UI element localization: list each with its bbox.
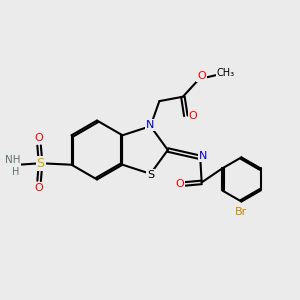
Text: S: S — [147, 170, 154, 180]
Text: N: N — [199, 151, 207, 161]
Text: O: O — [189, 111, 198, 121]
Text: O: O — [35, 133, 44, 143]
Text: CH₃: CH₃ — [217, 68, 235, 78]
Text: H: H — [13, 167, 20, 177]
Text: O: O — [35, 183, 44, 193]
Text: N: N — [146, 120, 155, 130]
Text: NH: NH — [5, 155, 20, 165]
Text: O: O — [176, 179, 184, 189]
Text: Br: Br — [235, 207, 248, 217]
Text: S: S — [37, 157, 45, 170]
Text: O: O — [197, 71, 206, 81]
